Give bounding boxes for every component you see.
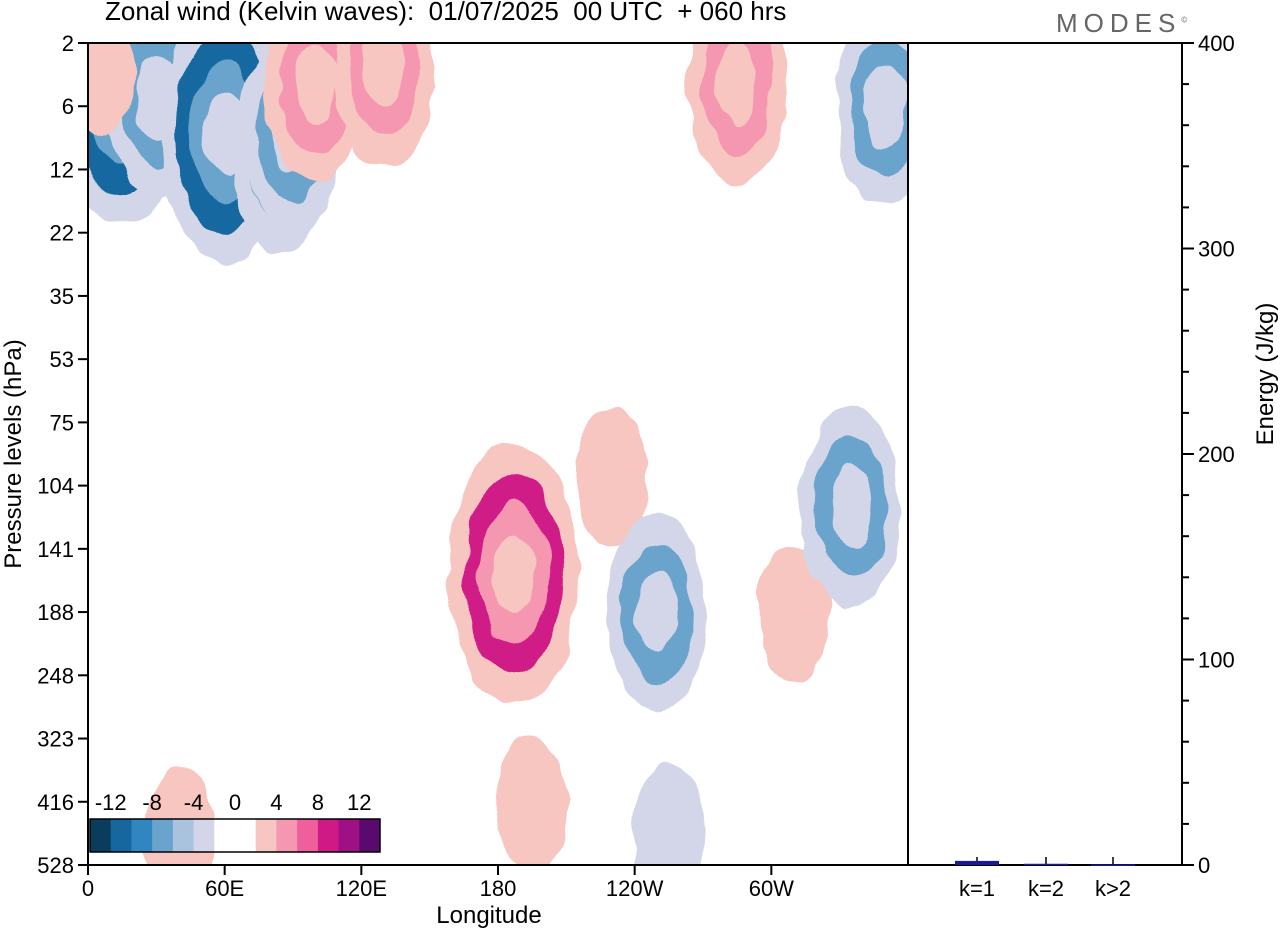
colorbar: -12 -8 -4 0 4 8 12 [89, 790, 381, 853]
colorbar-label-0: -12 [95, 790, 127, 815]
colorbar-swatch-8 [255, 819, 277, 852]
brand-name: MODES [1056, 8, 1182, 38]
colorbar-label-2: -4 [184, 790, 204, 815]
y-tick-label-1: 6 [62, 94, 74, 119]
colorbar-label-4: 4 [270, 790, 282, 815]
x-tick-label-1: 60E [205, 876, 244, 901]
colorbar-swatch-3 [152, 819, 174, 852]
y-tick-label-11: 323 [37, 727, 74, 752]
x-tick-label-0: 0 [82, 876, 94, 901]
wind-feature-18-ring-1 [511, 763, 554, 846]
y-tick-label-10: 248 [37, 663, 74, 688]
energy-panel: 0 100 200 300 400 Energy (J/kg) k=1 k=2 k>2 [908, 31, 1279, 901]
y-tick-label-6: 75 [50, 410, 74, 435]
energy-x-label-1: k=2 [1028, 876, 1064, 901]
wind-feature-13-ring-2 [716, 43, 758, 125]
colorbar-frame [89, 818, 381, 853]
colorbar-swatch-9 [276, 819, 298, 852]
colorbar-label-5: 8 [312, 790, 324, 815]
colorbar-swatch-4 [172, 819, 195, 852]
y-axis-label: Pressure levels (hPa) [0, 339, 27, 568]
y-tick-label-0: 2 [62, 31, 74, 56]
colorbar-label-1: -8 [142, 790, 162, 815]
y-tick-label-12: 416 [37, 790, 74, 815]
wind-feature-10-ring-3 [493, 532, 535, 616]
colorbar-label-6: 12 [347, 790, 371, 815]
x-tick-label-2: 120E [336, 876, 387, 901]
x-tick-label-3: 180 [480, 876, 517, 901]
y-tick-label-2: 12 [50, 157, 74, 182]
y-tick-label-9: 188 [37, 600, 74, 625]
energy-x-label-2: k>2 [1095, 876, 1131, 901]
y-tick-label-3: 22 [50, 221, 74, 246]
x-tick-label-4: 120W [606, 876, 664, 901]
energy-tick-label-3: 300 [1198, 237, 1235, 262]
colorbar-label-3: 0 [229, 790, 241, 815]
energy-tick-label-1: 100 [1198, 648, 1235, 673]
wind-feature-11-ring-1 [590, 437, 633, 519]
y-tick-label-13: 528 [37, 853, 74, 878]
colorbar-swatch-12 [338, 819, 360, 852]
y-tick-label-8: 141 [37, 537, 74, 562]
wind-feature-19-ring-1 [647, 793, 690, 865]
wind-feature-12-ring-2 [636, 570, 679, 654]
colorbar-swatch-11 [317, 819, 340, 852]
energy-tick-label-4: 400 [1198, 31, 1235, 56]
wind-feature-2-ring-1 [88, 43, 121, 108]
colorbar-swatch-10 [297, 819, 319, 852]
y-tick-label-4: 35 [50, 284, 74, 309]
energy-bar-1 [1024, 863, 1068, 866]
energy-bar-0 [955, 860, 999, 865]
chart-title: Zonal wind (Kelvin waves): 01/07/2025 00… [105, 0, 787, 26]
x-tick-label-5: 60W [749, 876, 794, 901]
colorbar-swatch-5 [193, 819, 215, 852]
colorbar-swatch-13 [359, 819, 381, 852]
colorbar-swatch-0 [90, 819, 112, 852]
energy-tick-label-2: 200 [1198, 442, 1235, 467]
colorbar-swatch-7 [235, 819, 257, 852]
wind-feature-16-ring-2 [864, 65, 906, 148]
axes: 0 60E 120E 180 120W 60W 2 6 12 22 35 53 75 104 141 188 2… [0, 31, 909, 929]
brand-logo: MODES© [1056, 8, 1187, 39]
wind-feature-14-ring-1 [773, 571, 816, 653]
wind-feature-8-ring-2 [363, 43, 405, 108]
x-axis-label: Longitude [436, 902, 541, 929]
y-tick-label-5: 53 [50, 347, 74, 372]
colorbar-swatch-6 [214, 819, 236, 852]
colorbar-swatch-2 [131, 819, 153, 852]
wind-feature-15-ring-2 [830, 465, 872, 548]
wind-feature-7-ring-2 [295, 43, 337, 125]
colorbar-swatch-1 [110, 819, 132, 852]
energy-tick-label-0: 0 [1198, 853, 1210, 878]
energy-axis-label: Energy (J/kg) [1252, 303, 1279, 446]
wind-field [88, 43, 908, 865]
brand-mark: © [1181, 15, 1188, 25]
energy-x-label-0: k=1 [959, 876, 995, 901]
y-tick-label-7: 104 [37, 474, 74, 499]
energy-bar-2 [1091, 864, 1135, 866]
